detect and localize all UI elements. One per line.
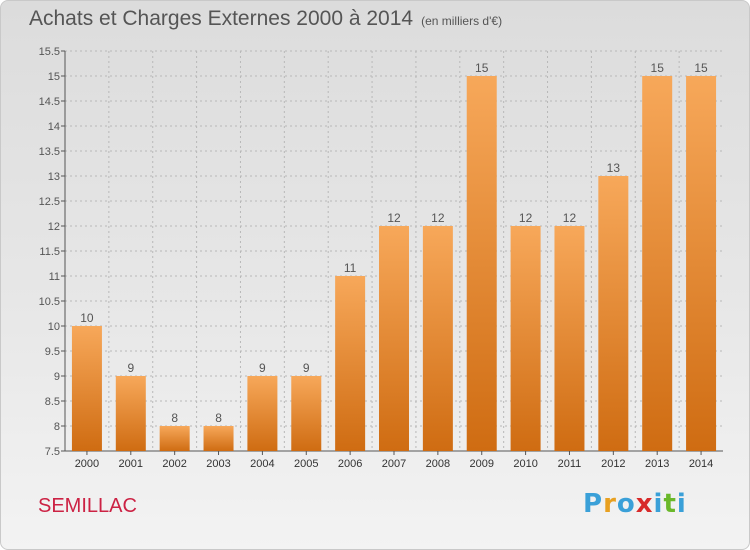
x-tick-label-2002: 2002 <box>162 458 186 470</box>
bar-2001 <box>115 376 146 451</box>
bar-2002 <box>159 426 190 451</box>
y-tick-label: 15.5 <box>39 46 60 58</box>
x-tick-label-2003: 2003 <box>206 458 230 470</box>
y-tick-label: 7.5 <box>45 446 60 458</box>
y-tick-label: 11.5 <box>39 246 60 258</box>
proxiti-logo: Proxiti <box>583 489 687 519</box>
logo-letter: P <box>583 489 604 519</box>
bar-2000 <box>71 326 102 451</box>
y-tick-label: 13 <box>48 171 60 183</box>
bar-2005 <box>291 376 322 451</box>
data-label-2003: 8 <box>215 411 222 425</box>
axes: 7.5 8 8.5 9 9.5 10 10.5 11 11.5 12 12.5 13 13.5 14 14.… <box>39 46 723 470</box>
x-tick-label-2006: 2006 <box>338 458 362 470</box>
bar-2003 <box>203 426 234 451</box>
x-tick-label-2012: 2012 <box>601 458 625 470</box>
x-tick-label-2005: 2005 <box>294 458 318 470</box>
logo-letter: t <box>663 489 677 519</box>
y-tick-label: 15 <box>48 71 60 83</box>
y-tick-label: 8.5 <box>45 396 60 408</box>
x-tick-label-2013: 2013 <box>645 458 669 470</box>
data-label-2007: 12 <box>387 211 401 225</box>
data-labels: 10 9 8 8 9 9 11 12 12 15 12 12 13 15 15 <box>80 61 708 425</box>
data-label-2011: 12 <box>563 211 577 225</box>
logo-letter: r <box>603 489 617 519</box>
bar-2014 <box>686 76 717 451</box>
y-tick-label: 8 <box>54 421 60 433</box>
data-label-2008: 12 <box>431 211 445 225</box>
data-label-2013: 15 <box>651 61 665 75</box>
data-label-2014: 15 <box>694 61 708 75</box>
chart-title: Achats et Charges Externes 2000 à 2014 (e… <box>29 7 502 31</box>
y-tick-label: 13.5 <box>39 146 60 158</box>
data-label-2012: 13 <box>607 161 621 175</box>
data-label-2009: 15 <box>475 61 489 75</box>
bar-2013 <box>642 76 673 451</box>
x-tick-label-2009: 2009 <box>469 458 493 470</box>
x-tick-label-2004: 2004 <box>250 458 274 470</box>
data-label-2001: 9 <box>127 361 134 375</box>
bar-2012 <box>598 176 629 451</box>
data-label-2010: 12 <box>519 211 533 225</box>
y-tick-label: 12.5 <box>39 196 60 208</box>
y-tick-label: 14.5 <box>39 96 60 108</box>
data-label-2002: 8 <box>171 411 178 425</box>
place-name: SEMILLAC <box>38 495 137 517</box>
x-tick-label-2014: 2014 <box>689 458 713 470</box>
logo-letter: o <box>616 489 636 519</box>
chart-unit: (en milliers d'€) <box>421 14 503 28</box>
y-tick-label: 10.5 <box>39 296 60 308</box>
y-tick-label: 14 <box>48 121 60 133</box>
y-tick-label: 9 <box>54 371 60 383</box>
y-tick-label: 9.5 <box>45 346 60 358</box>
y-tick-label: 11 <box>49 271 60 283</box>
logo-letter: x <box>635 489 654 519</box>
bar-2009 <box>466 76 497 451</box>
data-label-2005: 9 <box>303 361 310 375</box>
bar-2010 <box>510 226 541 451</box>
x-tick-label-2011: 2011 <box>558 458 582 470</box>
x-tick-label-2000: 2000 <box>75 458 99 470</box>
bars <box>71 76 717 451</box>
x-tick-label-2007: 2007 <box>382 458 406 470</box>
data-label-2004: 9 <box>259 361 266 375</box>
x-tick-label-2010: 2010 <box>513 458 537 470</box>
x-tick-label-2001: 2001 <box>119 458 143 470</box>
data-label-2000: 10 <box>80 311 94 325</box>
data-label-2006: 11 <box>344 261 357 275</box>
y-tick-label: 10 <box>48 321 60 333</box>
grid-lines <box>65 50 723 452</box>
chart-title-text: Achats et Charges Externes 2000 à 2014 <box>29 7 414 30</box>
logo-letter: i <box>676 489 687 519</box>
logo-letter: i <box>653 489 664 519</box>
bar-2006 <box>335 276 366 451</box>
bar-2008 <box>422 226 453 451</box>
y-tick-label: 12 <box>48 221 60 233</box>
bar-2011 <box>554 226 585 451</box>
x-tick-label-2008: 2008 <box>426 458 450 470</box>
bar-2004 <box>247 376 278 451</box>
bar-2007 <box>379 226 409 451</box>
